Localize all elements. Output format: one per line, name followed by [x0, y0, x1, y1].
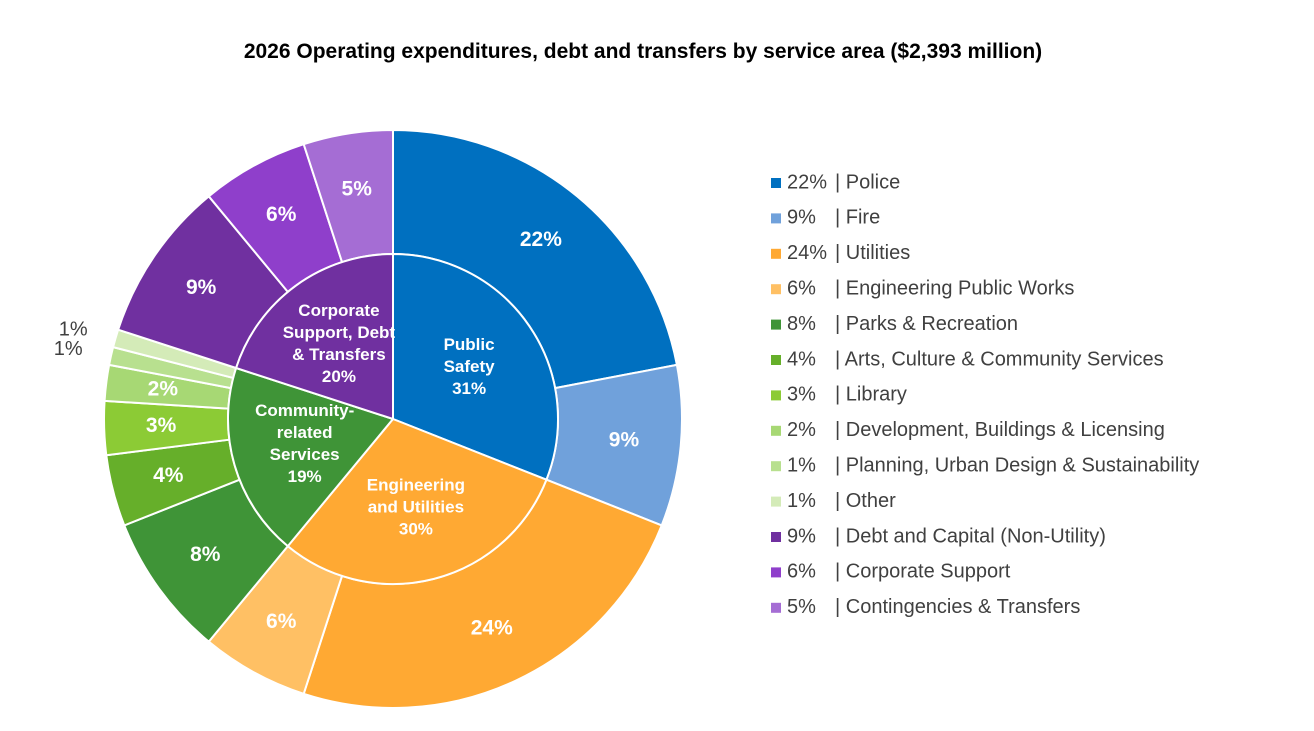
legend-percent: 1% — [787, 454, 816, 476]
outer-slice-label-development-buildings-and-licensing: 2% — [148, 377, 179, 400]
outer-slice-label-library: 3% — [146, 414, 177, 437]
legend-percent: 24% — [787, 242, 827, 264]
legend-item-planning-urban-design-and-sustainability: 1% | Planning, Urban Design & Sustainabil… — [771, 454, 1199, 476]
legend-item-debt-and-capital-non-utility: 9% | Debt and Capital (Non-Utility) — [771, 525, 1106, 547]
legend-item-utilities: 24% | Utilities — [771, 242, 910, 264]
inner-ring — [227, 253, 559, 585]
legend-swatch — [771, 248, 781, 259]
legend-label: | Corporate Support — [835, 561, 1011, 583]
legend-swatch — [771, 425, 781, 436]
inner-slice-public-safety — [392, 253, 559, 481]
legend-label: | Contingencies & Transfers — [835, 596, 1080, 618]
legend-swatch — [771, 319, 781, 330]
legend-percent: 3% — [787, 384, 816, 406]
inner-slice-label-public-safety: Public Safety 31% — [444, 335, 496, 398]
legend-swatch — [771, 284, 781, 295]
legend-percent: 5% — [787, 596, 816, 618]
legend-item-corporate-support: 6% | Corporate Support — [771, 561, 1011, 583]
inner-ring-labels: Public Safety 31% Engineering and Utilities 3… — [255, 301, 495, 539]
legend-label: | Arts, Culture & Community Services — [835, 348, 1164, 370]
legend-label: | Other — [835, 490, 896, 512]
legend-percent: 9% — [787, 525, 816, 547]
legend-swatch — [771, 355, 781, 365]
inner-slice-label-community-related-services: Community-related Services 19% — [255, 401, 354, 486]
inner-slice-corporate-support-debt-and-transfers — [235, 253, 394, 420]
chart-title: 2026 Operating expenditures, debt and tr… — [244, 40, 1042, 63]
legend-item-engineering-public-works: 6% | Engineering Public Works — [771, 277, 1074, 299]
legend-item-library: 3% | Library — [771, 384, 907, 406]
legend-label: | Debt and Capital (Non-Utility) — [835, 525, 1106, 547]
outer-slice-label-engineering-public-works: 6% — [266, 610, 297, 633]
outer-ring — [103, 129, 683, 709]
legend-item-contingencies-and-transfers: 5% | Contingencies & Transfers — [771, 596, 1080, 618]
legend-percent: 4% — [787, 348, 816, 370]
legend-percent: 2% — [787, 419, 816, 441]
outer-slice-label-arts-culture-and-community-services: 4% — [153, 464, 184, 487]
legend-percent: 1% — [787, 490, 816, 512]
legend: 22% | Police 9% | Fire 24% | Utilities 6% | Eng… — [771, 171, 1199, 618]
legend-swatch — [771, 390, 781, 401]
legend-percent: 22% — [787, 171, 827, 193]
outer-slice-label-contingencies-and-transfers: 5% — [342, 177, 373, 200]
legend-label: | Library — [835, 384, 907, 406]
inner-slice-engineering-and-utilities — [286, 418, 548, 585]
legend-label: | Fire — [835, 207, 880, 229]
outer-slice-label-corporate-support: 6% — [266, 203, 297, 226]
outer-slice-label-police: 22% — [520, 228, 562, 251]
legend-swatch — [771, 567, 781, 578]
outer-slice-label-fire: 9% — [609, 428, 640, 451]
legend-percent: 6% — [787, 561, 816, 583]
legend-swatch — [771, 178, 781, 188]
legend-swatch — [771, 532, 781, 542]
legend-item-police: 22% | Police — [771, 171, 900, 193]
legend-label: | Utilities — [835, 242, 910, 264]
legend-label: | Police — [835, 171, 900, 193]
outer-slice-label-other: 1% — [59, 319, 88, 341]
legend-percent: 8% — [787, 313, 816, 335]
legend-item-parks-and-recreation: 8% | Parks & Recreation — [771, 313, 1018, 335]
legend-label: | Parks & Recreation — [835, 313, 1018, 335]
inner-slice-community-related-services — [227, 367, 394, 548]
legend-item-fire: 9% | Fire — [771, 207, 880, 229]
legend-swatch — [771, 213, 781, 224]
outer-slice-label-parks-and-recreation: 8% — [190, 543, 221, 566]
legend-percent: 6% — [787, 277, 816, 299]
legend-item-development-buildings-and-licensing: 2% | Development, Buildings & Licensing — [771, 419, 1165, 441]
outer-slice-label-debt-and-capital-non-utility: 9% — [186, 276, 217, 299]
legend-percent: 9% — [787, 207, 816, 229]
legend-label: | Development, Buildings & Licensing — [835, 419, 1165, 441]
legend-item-other: 1% | Other — [771, 490, 896, 512]
outer-ring-labels: 22% 9% 24% 6% 8% 4% 3% 2% 1%1% 9% 6% 5% — [54, 177, 640, 639]
legend-swatch — [771, 461, 781, 472]
inner-slice-label-corporate-support-debt-and-transfers: Corporate Support, Debt & Transfers 20% — [283, 301, 396, 386]
outer-slice-label-planning-urban-design-and-sustainability: 1% — [54, 338, 83, 360]
legend-swatch — [771, 496, 781, 507]
legend-label: | Engineering Public Works — [835, 277, 1074, 299]
legend-swatch — [771, 602, 781, 613]
outer-slice-label-utilities: 24% — [471, 616, 513, 639]
legend-label: | Planning, Urban Design & Sustainabilit… — [835, 454, 1199, 476]
legend-item-arts-culture-and-community-services: 4% | Arts, Culture & Community Services — [771, 348, 1164, 370]
inner-slice-label-engineering-and-utilities: Engineering and Utilities 30% — [367, 476, 465, 539]
